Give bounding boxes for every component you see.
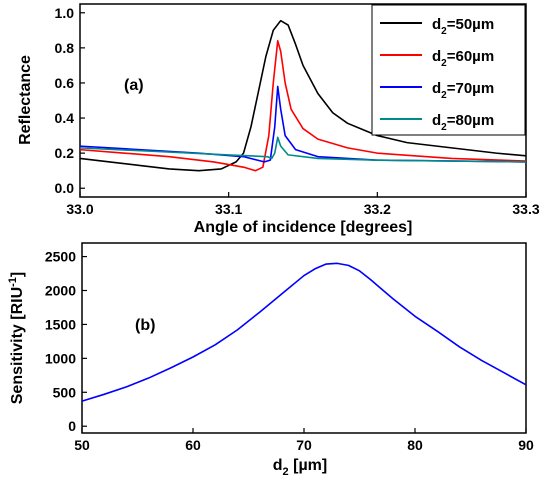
panel-a-x-axis-label: Angle of incidence [degrees] [194, 219, 413, 236]
panel-a-y-tick-label: 0.2 [55, 145, 75, 161]
legend-entry-d2-80um: d2=80µm [380, 112, 494, 133]
legend-label-d2-80um: d2=80µm [432, 112, 494, 133]
panel-a-plot-frame [79, 3, 527, 198]
legend-label-d2-60um: d2=60µm [432, 48, 494, 69]
panel-b: 50 60 70 80 90 0 500 1000 1500 2000 2500 (b) d2 [… [7, 242, 534, 478]
panel-a-y-tick-label: 0.4 [55, 110, 75, 126]
panel-a-x-tick-label: 33.0 [66, 201, 93, 217]
panel-a-series-line-d2-50um [79, 19, 527, 172]
panel-a-x-tick-label: 33.3 [512, 201, 539, 217]
panel-a-y-ticks: 0.0 0.2 0.4 0.6 0.8 1.0 [55, 5, 85, 196]
panel-a: 33.0 33.1 33.2 33.3 0.00.20.40.60.81.0 (a) … [17, 3, 540, 236]
panel-b-plot-frame [81, 242, 527, 434]
legend-entry-d2-50um: d2=50µm [380, 16, 494, 37]
panel-b-y-tick-label: 1000 [45, 350, 76, 366]
panel-b-x-tick-label: 90 [518, 437, 534, 453]
panel-b-label: (b) [135, 317, 155, 334]
panel-a-series-line-d2-60um [79, 40, 527, 172]
panel-b-y-tick-label: 0 [68, 418, 76, 434]
panel-b-y-tick-label: 1500 [45, 316, 76, 332]
panel-a-y-tick-label: 0.0 [55, 180, 75, 196]
legend-entry-d2-70um: d2=70µm [380, 80, 494, 101]
panel-b-x-tick-label: 50 [74, 437, 90, 453]
panel-b-y-ticks: 0 500 1000 1500 2000 2500 [45, 249, 87, 434]
panel-a-y-tick-label: 1.0 [55, 5, 75, 21]
panel-b-series-lines [81, 262, 527, 402]
panel-a-y-tick-label: 0.6 [55, 75, 75, 91]
legend: d2=50µm d2=60µm d2=70µm d2=80µm [371, 4, 526, 136]
panel-a-series-line-d2-80um [79, 136, 527, 163]
panel-b-x-axis-label: d2 [µm] [273, 457, 327, 478]
panel-b-y-tick-label: 2000 [45, 283, 76, 299]
panel-b-x-ticks: 50 60 70 80 90 [74, 428, 534, 453]
panel-a-label: (a) [124, 77, 144, 94]
panel-a-x-tick-label: 33.1 [215, 201, 242, 217]
panel-a-x-ticks: 33.0 33.1 33.2 33.3 [66, 192, 540, 217]
panel-a-y-tick-label: 0.8 [55, 40, 75, 56]
panel-b-y-axis-label: Sensitivity [RIU-1] [7, 272, 26, 404]
panel-b-series-line-0 [81, 262, 527, 402]
legend-entry-d2-60um: d2=60µm [380, 48, 494, 69]
legend-label-d2-50um: d2=50µm [432, 16, 494, 37]
panel-a-x-tick-label: 33.2 [364, 201, 391, 217]
panel-b-y-tick-label: 2500 [45, 249, 76, 265]
panel-b-y-tick-label: 500 [53, 384, 77, 400]
panel-b-x-tick-label: 60 [185, 437, 201, 453]
panel-b-x-tick-label: 80 [407, 437, 423, 453]
panel-b-x-tick-label: 70 [296, 437, 312, 453]
panel-a-series-lines [79, 19, 527, 172]
legend-label-d2-70um: d2=70µm [432, 80, 494, 101]
legend-box [371, 4, 526, 136]
panel-a-y-axis-label: Reflectance [17, 55, 34, 145]
